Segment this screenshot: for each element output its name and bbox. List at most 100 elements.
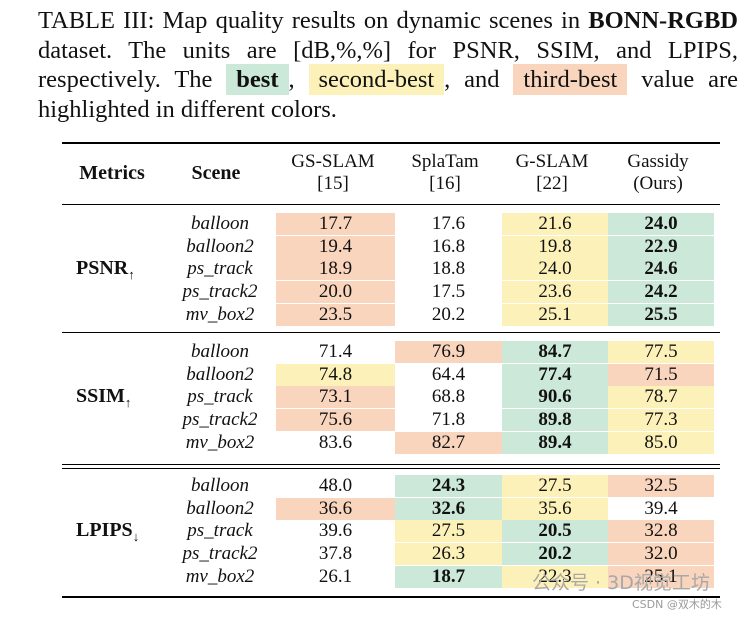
value-cell: 24.0 bbox=[608, 213, 714, 235]
header-metrics: Metrics bbox=[79, 162, 145, 184]
header-method-gassidy: Gassidy (Ours) bbox=[627, 151, 689, 194]
value-cell: 27.5 bbox=[395, 520, 502, 543]
value-cell: 25.1 bbox=[502, 303, 608, 326]
value-cell: 17.5 bbox=[431, 281, 466, 303]
scene-cell: balloon bbox=[190, 213, 250, 234]
header-method-splatam: SplaTam [16] bbox=[411, 151, 479, 194]
value-cell: 48.0 bbox=[318, 475, 353, 496]
value-cell: 77.5 bbox=[608, 341, 714, 363]
value-cell: 26.1 bbox=[318, 565, 353, 587]
scene-cell: mv_box2 bbox=[185, 565, 255, 587]
value-cell: 78.7 bbox=[608, 386, 714, 409]
legend-best: best bbox=[226, 64, 289, 95]
value-cell: 75.6 bbox=[276, 409, 395, 432]
value-cell: 20.0 bbox=[276, 281, 395, 304]
value-cell: 71.4 bbox=[318, 341, 353, 362]
value-cell: 71.5 bbox=[608, 363, 714, 386]
metric-arrow: ↑ bbox=[124, 395, 132, 411]
value-cell: 32.5 bbox=[608, 475, 714, 497]
header-method-gs-slam: GS-SLAM [15] bbox=[291, 151, 375, 194]
value-cell: 24.6 bbox=[608, 258, 714, 281]
header-scene: Scene bbox=[191, 162, 241, 184]
watermark-text: 公众号 · 3D视觉工坊 bbox=[532, 572, 710, 594]
value-cell: 73.1 bbox=[276, 386, 395, 409]
scene-cell: mv_box2 bbox=[185, 431, 255, 453]
group-rule-1 bbox=[62, 332, 720, 333]
value-cell: 82.7 bbox=[395, 431, 502, 454]
top-rule bbox=[62, 142, 720, 144]
value-cell: 39.4 bbox=[644, 497, 678, 519]
value-cell: 64.4 bbox=[431, 363, 466, 385]
scene-cell: balloon2 bbox=[186, 497, 254, 519]
metric-label-ssim: SSIM↑ bbox=[76, 385, 132, 411]
value-cell: 90.6 bbox=[502, 386, 608, 409]
value-cell: 16.8 bbox=[431, 235, 466, 257]
group-rule-2b bbox=[62, 468, 720, 469]
value-cell: 89.4 bbox=[502, 431, 608, 454]
value-cell: 19.4 bbox=[276, 235, 395, 258]
metric-arrow: ↑ bbox=[128, 267, 135, 283]
metric-arrow: ↓ bbox=[132, 529, 140, 545]
value-cell: 89.8 bbox=[502, 409, 608, 432]
scene-cell: balloon bbox=[190, 341, 250, 362]
scene-cell: ps_track bbox=[187, 386, 253, 408]
value-cell: 22.9 bbox=[608, 235, 714, 258]
value-cell: 22.3 bbox=[502, 565, 608, 588]
scene-cell: balloon2 bbox=[186, 235, 254, 257]
bottom-rule bbox=[62, 596, 720, 598]
scene-cell: balloon bbox=[190, 475, 250, 496]
value-cell: 25.5 bbox=[608, 303, 714, 326]
value-cell: 24.2 bbox=[608, 281, 714, 304]
value-cell: 20.2 bbox=[431, 303, 466, 325]
value-cell: 23.6 bbox=[502, 281, 608, 304]
value-cell: 74.8 bbox=[276, 363, 395, 386]
group-rule-2a bbox=[62, 464, 720, 465]
value-cell: 24.0 bbox=[502, 258, 608, 281]
value-cell: 77.3 bbox=[608, 409, 714, 432]
value-cell: 36.6 bbox=[276, 497, 395, 520]
scene-cell: mv_box2 bbox=[185, 303, 255, 325]
value-cell: 71.8 bbox=[431, 409, 466, 431]
scene-cell: ps_track2 bbox=[182, 281, 258, 303]
header-rule bbox=[62, 204, 720, 205]
value-cell: 35.6 bbox=[502, 497, 608, 520]
value-cell: 83.6 bbox=[318, 431, 353, 453]
value-cell: 18.8 bbox=[431, 258, 466, 280]
value-cell: 23.5 bbox=[276, 303, 395, 326]
dataset-name: BONN-RGBD bbox=[588, 7, 738, 34]
value-cell: 17.7 bbox=[276, 213, 395, 235]
value-cell: 32.0 bbox=[608, 543, 714, 566]
value-cell: 84.7 bbox=[502, 341, 608, 363]
value-cell: 68.8 bbox=[431, 386, 466, 408]
table-caption: TABLE III: Map quality results on dynami… bbox=[38, 7, 739, 123]
legend-second-best: second-best bbox=[308, 64, 445, 95]
value-cell: 39.6 bbox=[318, 520, 353, 542]
metric-label-psnr: PSNR↑ bbox=[76, 257, 135, 283]
value-cell: 37.8 bbox=[318, 543, 353, 565]
header-method-g-slam: G-SLAM [22] bbox=[515, 151, 589, 194]
value-cell: 76.9 bbox=[395, 341, 502, 363]
value-cell: 20.2 bbox=[502, 543, 608, 566]
value-cell: 27.5 bbox=[502, 475, 608, 497]
value-cell: 24.3 bbox=[395, 475, 502, 497]
value-cell: 32.8 bbox=[608, 520, 714, 543]
value-cell: 77.4 bbox=[502, 363, 608, 386]
value-cell: 19.8 bbox=[502, 235, 608, 258]
value-cell: 21.6 bbox=[502, 213, 608, 235]
metric-label-lpips: LPIPS↓ bbox=[76, 519, 140, 545]
scene-cell: ps_track bbox=[187, 258, 253, 280]
legend-third-best: third-best bbox=[513, 64, 628, 95]
value-cell: 32.6 bbox=[395, 497, 502, 520]
scene-cell: ps_track2 bbox=[182, 543, 258, 565]
watermark-csdn: CSDN @双木的木 bbox=[632, 598, 722, 611]
value-cell: 26.3 bbox=[395, 543, 502, 566]
value-cell: 85.0 bbox=[608, 431, 714, 454]
value-cell: 17.6 bbox=[431, 213, 466, 234]
value-cell: 18.9 bbox=[276, 258, 395, 281]
value-cell: 25.1 bbox=[608, 565, 714, 588]
scene-cell: ps_track bbox=[187, 520, 253, 542]
value-cell: 20.5 bbox=[502, 520, 608, 543]
value-cell: 18.7 bbox=[395, 565, 502, 588]
scene-cell: ps_track2 bbox=[182, 409, 258, 431]
scene-cell: balloon2 bbox=[186, 363, 254, 385]
